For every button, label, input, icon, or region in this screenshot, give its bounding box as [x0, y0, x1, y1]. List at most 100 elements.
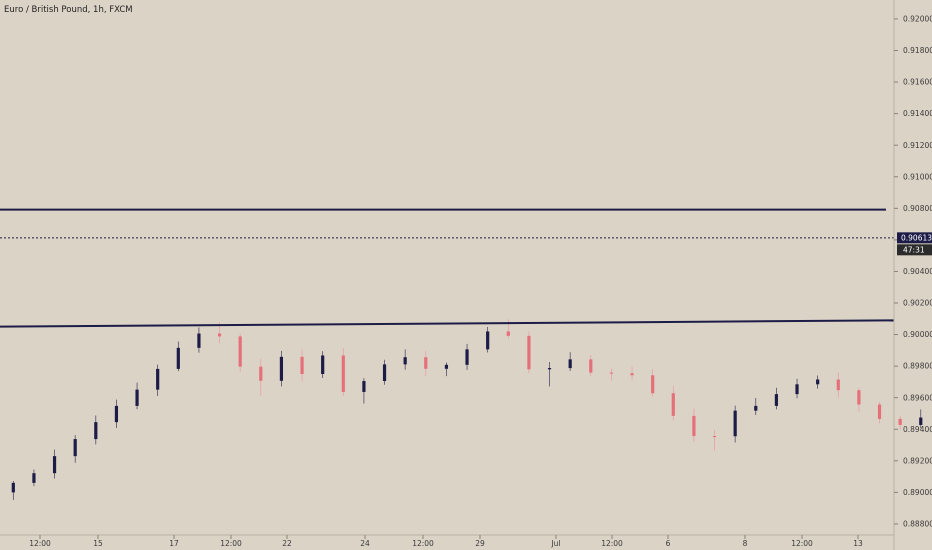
- candle: [197, 327, 201, 353]
- candle: [898, 416, 902, 430]
- candle-body: [816, 379, 820, 385]
- time-tick-label: Jul: [550, 539, 560, 548]
- price-tick-label: 0.89800: [903, 362, 932, 371]
- time-tick-label: 13: [853, 539, 863, 548]
- candle: [238, 333, 242, 372]
- candle: [279, 350, 284, 387]
- candles-layer: [11, 319, 923, 501]
- candle: [321, 351, 325, 379]
- time-tick-label: 12:00: [601, 539, 623, 548]
- candle-body: [712, 436, 717, 438]
- price-tick-label: 0.90400: [903, 267, 932, 276]
- candle: [259, 358, 263, 396]
- candle: [754, 398, 758, 416]
- levels-layer: [0, 208, 895, 328]
- candle: [568, 352, 572, 372]
- candle: [692, 408, 696, 442]
- candle: [547, 361, 552, 387]
- candle: [94, 415, 98, 445]
- candle: [424, 350, 428, 377]
- candle-body: [919, 417, 923, 425]
- price-tick-label: 0.91600: [903, 78, 932, 87]
- candle: [156, 364, 160, 396]
- time-tick-label: 22: [282, 539, 292, 548]
- candle-body: [671, 393, 675, 416]
- candle: [300, 349, 304, 382]
- time-axis[interactable]: 12:00 15 17 12:00 22 24 12:00 29 Jul 12:00 6 8 12:00…: [29, 535, 863, 548]
- candle-body: [547, 368, 552, 370]
- time-tick-label: 12:00: [412, 539, 434, 548]
- candle-body: [73, 439, 77, 457]
- price-tick-label: 0.91800: [903, 46, 932, 55]
- time-tick-label: 24: [360, 539, 370, 548]
- current-price-tag: 0.90613: [897, 232, 932, 244]
- candle-body: [754, 405, 758, 411]
- candle-body: [506, 331, 510, 336]
- candle-body: [197, 333, 201, 348]
- price-tick-label: 0.89000: [903, 488, 932, 497]
- price-tick-label: 0.89600: [903, 393, 932, 402]
- current-price-label: 0.90613: [901, 234, 932, 243]
- candle-body: [135, 389, 139, 406]
- price-tick-label: 0.90000: [903, 330, 932, 339]
- candle-body: [300, 356, 304, 374]
- support-line[interactable]: [0, 319, 895, 328]
- candle: [609, 368, 614, 381]
- candle-body: [52, 456, 57, 474]
- candle-body: [568, 359, 572, 369]
- candle-body: [176, 347, 180, 369]
- candle-body: [217, 333, 222, 337]
- symbol-title: Euro / British Pound, 1h, FXCM: [4, 5, 133, 15]
- price-tick-label: 0.92000: [903, 15, 932, 24]
- candle: [919, 409, 923, 429]
- candle-body: [382, 364, 387, 382]
- candle-body: [362, 381, 366, 392]
- time-tick-label: 8: [743, 539, 748, 548]
- candle: [857, 387, 861, 412]
- time-tick-label: 29: [475, 539, 485, 548]
- time-tick-label: 12:00: [791, 539, 813, 548]
- candle-body: [444, 364, 449, 369]
- candle: [341, 348, 345, 396]
- candle: [651, 369, 655, 397]
- price-tick-label: 0.89400: [903, 425, 932, 434]
- candle: [52, 449, 57, 479]
- time-tick-label: 6: [666, 539, 671, 548]
- candle-body: [733, 410, 737, 437]
- candle: [114, 399, 119, 429]
- candle-body: [114, 405, 119, 423]
- candle-body: [877, 404, 882, 419]
- candle: [465, 343, 469, 370]
- candle-body: [651, 375, 655, 394]
- candle: [877, 402, 882, 424]
- candle-body: [341, 355, 345, 392]
- candle: [836, 372, 840, 398]
- candle: [712, 430, 717, 451]
- candle: [382, 359, 387, 385]
- candle-body: [465, 349, 469, 365]
- candle: [403, 349, 407, 370]
- candle-body: [403, 357, 407, 365]
- candle: [589, 354, 593, 377]
- candle-body: [857, 390, 861, 405]
- price-tick-label: 0.91400: [903, 109, 932, 118]
- candle: [176, 341, 180, 372]
- countdown-tag: 47:31: [897, 244, 932, 256]
- countdown-label: 47:31: [903, 246, 925, 255]
- price-tick-label: 0.91000: [903, 172, 932, 181]
- candle-body: [589, 359, 593, 373]
- price-tick-label: 0.90800: [903, 204, 932, 213]
- candle-body: [795, 384, 799, 395]
- price-axis[interactable]: 0.92000 0.91800 0.91600 0.91400 0.91200 0.910…: [894, 15, 932, 529]
- candle-body: [156, 368, 160, 390]
- time-tick-label: 15: [93, 539, 103, 548]
- candle: [32, 469, 36, 487]
- price-tick-label: 0.90200: [903, 299, 932, 308]
- candle: [486, 326, 490, 353]
- candle: [774, 387, 779, 410]
- price-tick-label: 0.89200: [903, 456, 932, 465]
- candle-body: [321, 355, 325, 374]
- candle: [671, 385, 675, 421]
- time-tick-label: 17: [169, 539, 179, 548]
